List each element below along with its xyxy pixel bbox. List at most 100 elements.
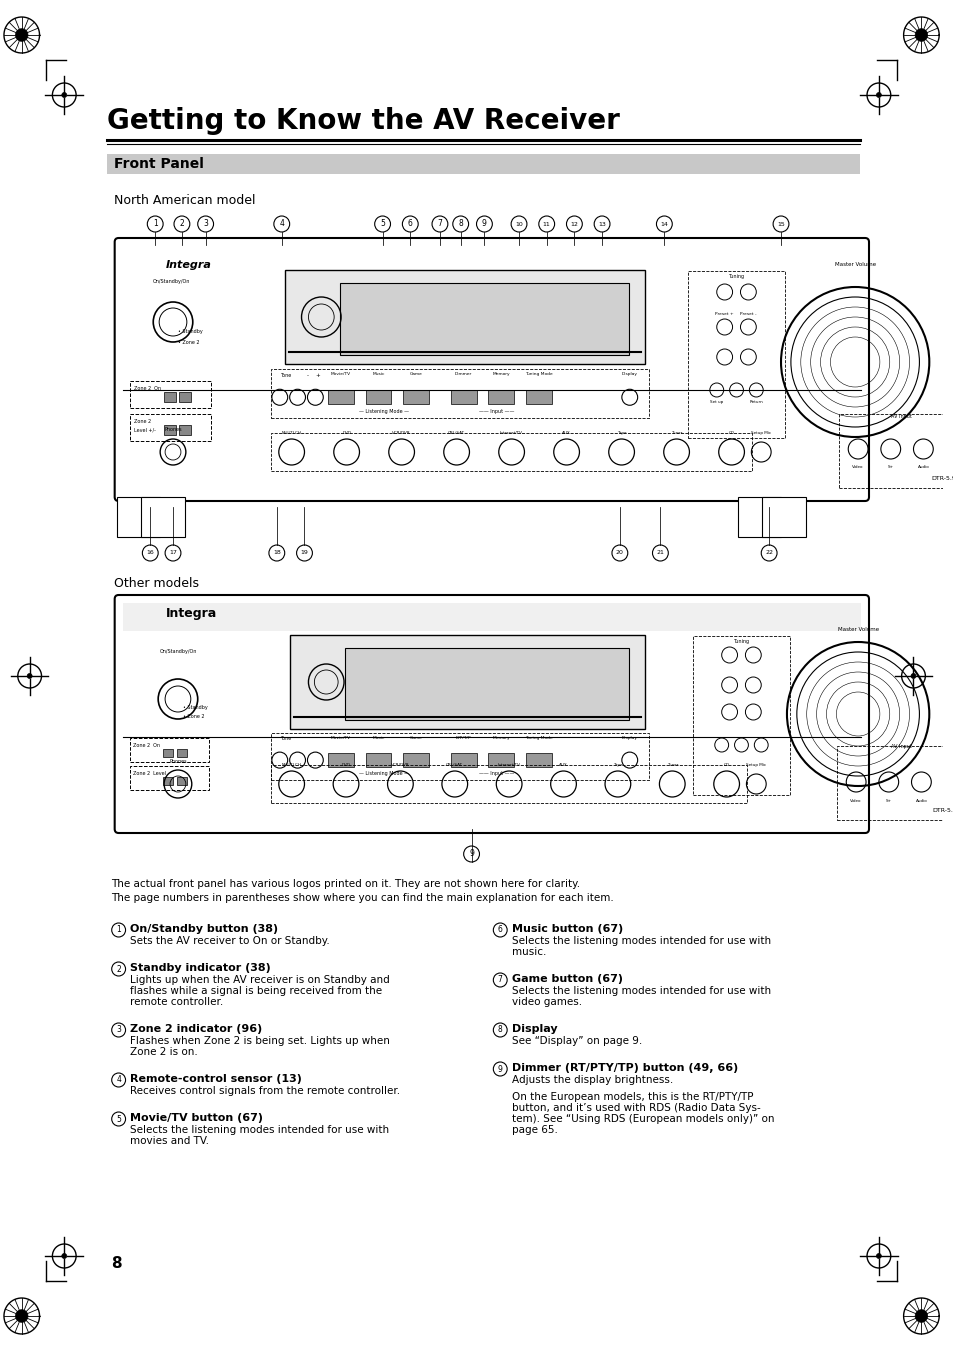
Text: DTR-5.9: DTR-5.9	[930, 476, 953, 481]
FancyBboxPatch shape	[107, 154, 860, 174]
Text: Other models: Other models	[113, 577, 198, 590]
Text: Preset +: Preset +	[715, 312, 733, 316]
Text: 8: 8	[457, 219, 462, 228]
FancyBboxPatch shape	[525, 753, 551, 767]
Text: Integra: Integra	[166, 607, 217, 620]
FancyBboxPatch shape	[141, 497, 185, 536]
Text: Adjusts the display brightness.: Adjusts the display brightness.	[512, 1075, 673, 1085]
Text: Dimmer: Dimmer	[455, 372, 472, 376]
Text: The page numbers in parentheses show where you can find the main explanation for: The page numbers in parentheses show whe…	[111, 893, 613, 902]
Text: D/P/T/P: D/P/T/P	[456, 736, 471, 740]
FancyBboxPatch shape	[179, 392, 191, 403]
Text: 5: 5	[116, 1115, 121, 1124]
Text: S+: S+	[886, 465, 893, 469]
Text: MULTI CH: MULTI CH	[282, 431, 301, 435]
Text: 17: 17	[169, 550, 176, 555]
Circle shape	[914, 28, 926, 42]
Circle shape	[62, 92, 67, 97]
Text: Sets the AV receiver to On or Standby.: Sets the AV receiver to On or Standby.	[131, 936, 330, 946]
Text: 11: 11	[542, 222, 550, 227]
Text: 1: 1	[116, 925, 121, 935]
Text: 6: 6	[497, 925, 502, 935]
Text: Dimmer (RT/PTY/TP) button (49, 66): Dimmer (RT/PTY/TP) button (49, 66)	[512, 1063, 738, 1073]
Text: 3: 3	[203, 219, 208, 228]
Text: Tape: Tape	[613, 763, 622, 767]
Text: -: -	[306, 373, 308, 378]
Text: Return: Return	[749, 400, 762, 404]
Text: VCR/DVR: VCR/DVR	[392, 431, 411, 435]
Circle shape	[910, 674, 915, 678]
Text: movies and TV.: movies and TV.	[131, 1136, 210, 1146]
Text: remote controller.: remote controller.	[131, 997, 224, 1006]
FancyBboxPatch shape	[761, 497, 805, 536]
Text: 15: 15	[777, 222, 784, 227]
Text: button, and it’s used with RDS (Radio Data Sys-: button, and it’s used with RDS (Radio Da…	[512, 1102, 760, 1113]
Text: Selects the listening modes intended for use with: Selects the listening modes intended for…	[131, 1125, 389, 1135]
Text: Flashes when Zone 2 is being set. Lights up when: Flashes when Zone 2 is being set. Lights…	[131, 1036, 390, 1046]
Text: DTR-5.9: DTR-5.9	[931, 808, 953, 813]
Text: Set up: Set up	[709, 400, 722, 404]
Text: 8: 8	[111, 1255, 121, 1270]
Text: 18: 18	[273, 550, 280, 555]
FancyBboxPatch shape	[114, 238, 868, 501]
Circle shape	[62, 1254, 67, 1259]
Text: Remote-control sensor (13): Remote-control sensor (13)	[131, 1074, 302, 1084]
Text: See “Display” on page 9.: See “Display” on page 9.	[512, 1036, 641, 1046]
Text: DVD: DVD	[342, 431, 351, 435]
Text: CBL/SAT: CBL/SAT	[448, 431, 465, 435]
Text: Memory: Memory	[492, 372, 510, 376]
Text: AV Input: AV Input	[890, 413, 911, 419]
Text: MULTI CH: MULTI CH	[282, 763, 301, 767]
Text: —— Input ——: —— Input ——	[478, 409, 514, 413]
Text: Zone 2 indicator (96): Zone 2 indicator (96)	[131, 1024, 262, 1034]
FancyBboxPatch shape	[328, 753, 354, 767]
Text: 7: 7	[497, 975, 502, 985]
Text: 22: 22	[764, 550, 772, 555]
Text: 19: 19	[300, 550, 308, 555]
Text: • Standby: • Standby	[178, 330, 202, 335]
FancyBboxPatch shape	[488, 390, 514, 404]
Text: Internet/TV: Internet/TV	[499, 431, 522, 435]
Text: AV Input: AV Input	[890, 744, 911, 748]
Circle shape	[914, 1309, 926, 1323]
FancyBboxPatch shape	[164, 392, 175, 403]
Text: Memory: Memory	[492, 736, 510, 740]
Text: page 65.: page 65.	[512, 1125, 558, 1135]
Text: —— Input ——: —— Input ——	[478, 771, 514, 775]
Circle shape	[15, 1309, 28, 1323]
FancyBboxPatch shape	[525, 390, 551, 404]
Circle shape	[15, 28, 28, 42]
Text: Standby indicator (38): Standby indicator (38)	[131, 963, 271, 973]
Text: Tuner: Tuner	[670, 431, 681, 435]
Text: 5: 5	[379, 219, 385, 228]
Text: video games.: video games.	[512, 997, 581, 1006]
FancyBboxPatch shape	[176, 777, 187, 785]
Text: Display: Display	[512, 1024, 558, 1034]
Text: • Zone 2: • Zone 2	[178, 339, 199, 345]
Text: Tape: Tape	[617, 431, 626, 435]
Text: On/Standby/On: On/Standby/On	[153, 280, 191, 285]
Text: The actual front panel has various logos printed on it. They are not shown here : The actual front panel has various logos…	[111, 880, 579, 889]
Text: Music: Music	[372, 372, 384, 376]
Text: Setup Mic: Setup Mic	[750, 431, 770, 435]
Text: Phones: Phones	[164, 427, 182, 432]
Text: Video: Video	[851, 465, 863, 469]
Text: 13: 13	[598, 222, 605, 227]
Text: Setup Mic: Setup Mic	[745, 763, 765, 767]
Text: Display: Display	[621, 372, 638, 376]
Text: Zone 2  On: Zone 2 On	[133, 743, 160, 748]
Text: 14: 14	[659, 222, 668, 227]
Text: North American model: North American model	[113, 195, 254, 207]
Text: Selects the listening modes intended for use with: Selects the listening modes intended for…	[512, 936, 770, 946]
FancyBboxPatch shape	[284, 270, 644, 363]
Text: tem). See “Using RDS (European models only)” on: tem). See “Using RDS (European models on…	[512, 1115, 774, 1124]
FancyBboxPatch shape	[339, 282, 628, 355]
Text: Display: Display	[621, 736, 638, 740]
Text: — Listening Mode —: — Listening Mode —	[358, 409, 408, 413]
Text: Game button (67): Game button (67)	[512, 974, 622, 984]
Text: +: +	[314, 373, 319, 378]
FancyBboxPatch shape	[114, 594, 868, 834]
Text: 3: 3	[116, 1025, 121, 1035]
Text: Getting to Know the AV Receiver: Getting to Know the AV Receiver	[107, 107, 619, 135]
Text: Master Volume: Master Volume	[837, 627, 878, 632]
